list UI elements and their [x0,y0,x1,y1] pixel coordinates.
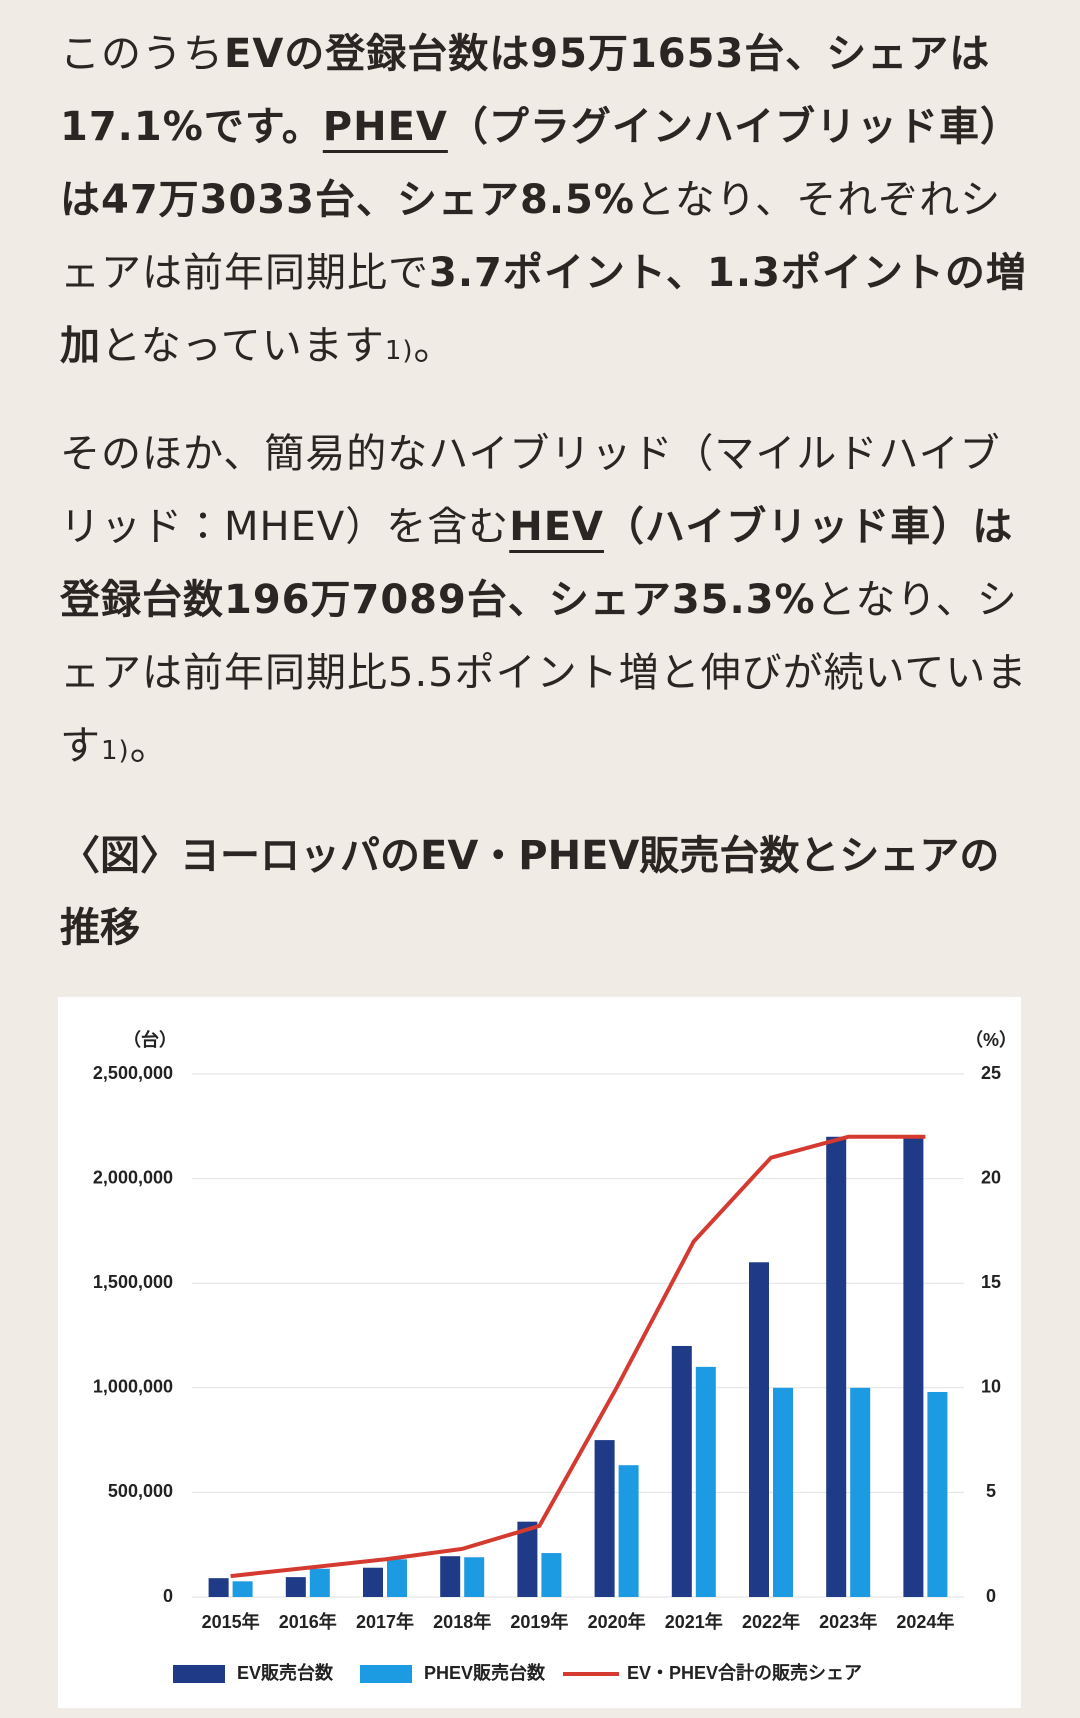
y-tick-label: 1,000,000 [93,1377,173,1397]
y2-tick-label: 20 [981,1167,1001,1187]
bar [285,1577,306,1597]
paragraph: そのほか、簡易的なハイブリッド（マイルドハイブリッド：MHEV）を含むHEV（ハ… [60,418,1030,788]
text: となり、シェアは前年同期比5.5ポイント増と伸びが続いています [60,577,1028,769]
legend-swatch [173,1665,225,1683]
y-tick-label: 0 [163,1586,173,1606]
bar [387,1559,407,1597]
y2-axis-unit: （%） [965,1030,1017,1050]
bar [927,1391,948,1597]
bar [464,1557,485,1597]
x-tick-label: 2018年 [433,1611,491,1632]
y2-tick-label: 10 [981,1377,1001,1397]
bar [850,1387,871,1597]
x-tick-label: 2024年 [896,1611,954,1632]
footnote-ref: 1) [101,736,130,766]
bar [363,1567,383,1597]
legend-label: EV販売台数 [237,1662,334,1683]
line [230,1134,926,1579]
bar [695,1366,716,1597]
bold-text: （プラグインハイブリッド車）は47万3033台、シェア8.5% [60,104,1022,223]
term-link[interactable]: HEV [509,504,604,550]
x-tick-label: 2016年 [279,1611,337,1632]
term-link[interactable]: PHEV [322,104,448,150]
y-tick-label: 2,500,000 [93,1063,173,1083]
bar [309,1568,330,1597]
x-tick-label: 2019年 [510,1611,568,1632]
y-tick-label: 1,500,000 [93,1272,173,1292]
paragraph: このうちEVの登録台数は95万1653台、シェアは17.1%です。PHEV（プラ… [60,18,1030,388]
bar [232,1581,253,1597]
chart: （台） （%） 0 500,000 1,000,000 1,500,000 2,000,… [58,997,1021,1708]
text: 。 [129,723,171,769]
x-tick-label: 2015年 [202,1611,260,1632]
figure-heading: 〈図〉ヨーロッパのEV・PHEV販売台数とシェアの推移 [60,833,1000,951]
bar [671,1345,692,1597]
footnote-ref: 1) [384,336,414,366]
bar [517,1521,538,1597]
bar [773,1387,793,1597]
y2-tick-label: 15 [981,1272,1001,1292]
text: このうち [60,31,224,77]
bar [440,1556,461,1597]
bar [826,1136,847,1597]
bold-text: 3.7ポイント、1.3ポイントの増加 [60,250,1027,369]
bar [749,1262,769,1597]
x-tick-label: 2021年 [665,1611,723,1632]
y-axis-unit: （台） [123,1029,177,1050]
x-tick-label: 2022年 [742,1611,800,1632]
y-tick-label: 2,000,000 [93,1167,173,1187]
legend-label: PHEV販売台数 [424,1662,546,1683]
legend-swatch [360,1665,412,1683]
y2-tick-label: 5 [986,1481,996,1501]
bar [618,1465,639,1597]
text: 。 [413,323,455,369]
bar [903,1136,924,1597]
x-tick-label: 2023年 [819,1611,877,1632]
text: そのほか、簡易的なハイブリッド（マイルドハイブリッド：MHEV）を含む [60,431,1001,550]
bold-text: （ハイブリッド車）は登録台数196万7089台、シェア35.3% [60,504,1014,623]
x-tick-label: 2017年 [356,1611,414,1632]
legend-label: EV・PHEV合計の販売シェア [627,1662,862,1683]
bold-text: EVの登録台数は95万1653台、シェアは17.1%です。 [60,31,991,150]
y2-tick-label: 0 [986,1586,996,1606]
y2-tick-label: 25 [981,1063,1001,1083]
y-tick-label: 500,000 [108,1481,173,1501]
text: となり、それぞれシェアは前年同期比で [60,177,1002,296]
text: となっています [101,323,385,369]
bar [541,1553,562,1597]
bar [594,1440,615,1597]
bar [208,1578,229,1597]
x-tick-label: 2020年 [588,1611,646,1632]
